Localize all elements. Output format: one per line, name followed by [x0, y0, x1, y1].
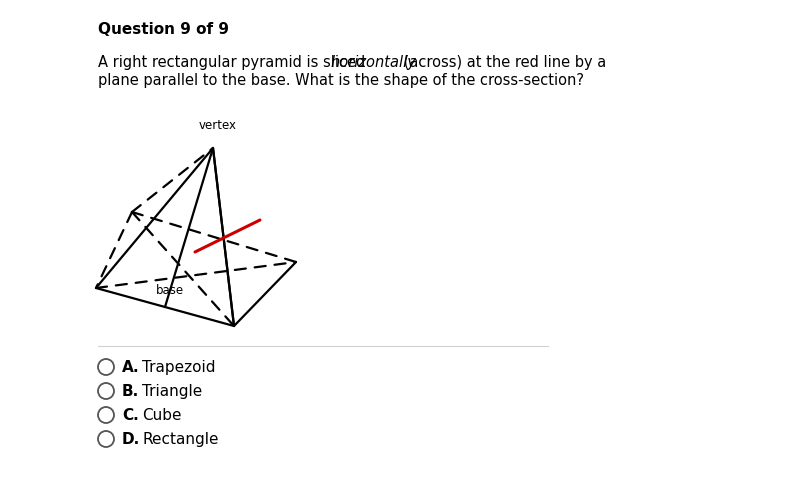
Text: vertex: vertex — [199, 119, 237, 132]
Text: A right rectangular pyramid is sliced: A right rectangular pyramid is sliced — [98, 55, 370, 70]
Circle shape — [98, 383, 114, 399]
Text: Question 9 of 9: Question 9 of 9 — [98, 22, 229, 37]
Text: Trapezoid: Trapezoid — [142, 360, 215, 374]
Text: B.: B. — [122, 383, 139, 399]
Circle shape — [98, 359, 114, 375]
Text: A.: A. — [122, 360, 140, 374]
Circle shape — [98, 407, 114, 423]
Circle shape — [98, 431, 114, 447]
Text: Cube: Cube — [142, 408, 182, 422]
Text: (across) at the red line by a: (across) at the red line by a — [399, 55, 606, 70]
Text: Rectangle: Rectangle — [142, 431, 218, 447]
Text: C.: C. — [122, 408, 138, 422]
Text: plane parallel to the base. What is the shape of the cross-section?: plane parallel to the base. What is the … — [98, 73, 584, 88]
Text: base: base — [156, 284, 184, 296]
Text: Triangle: Triangle — [142, 383, 202, 399]
Text: horizontally: horizontally — [330, 55, 416, 70]
Text: D.: D. — [122, 431, 140, 447]
